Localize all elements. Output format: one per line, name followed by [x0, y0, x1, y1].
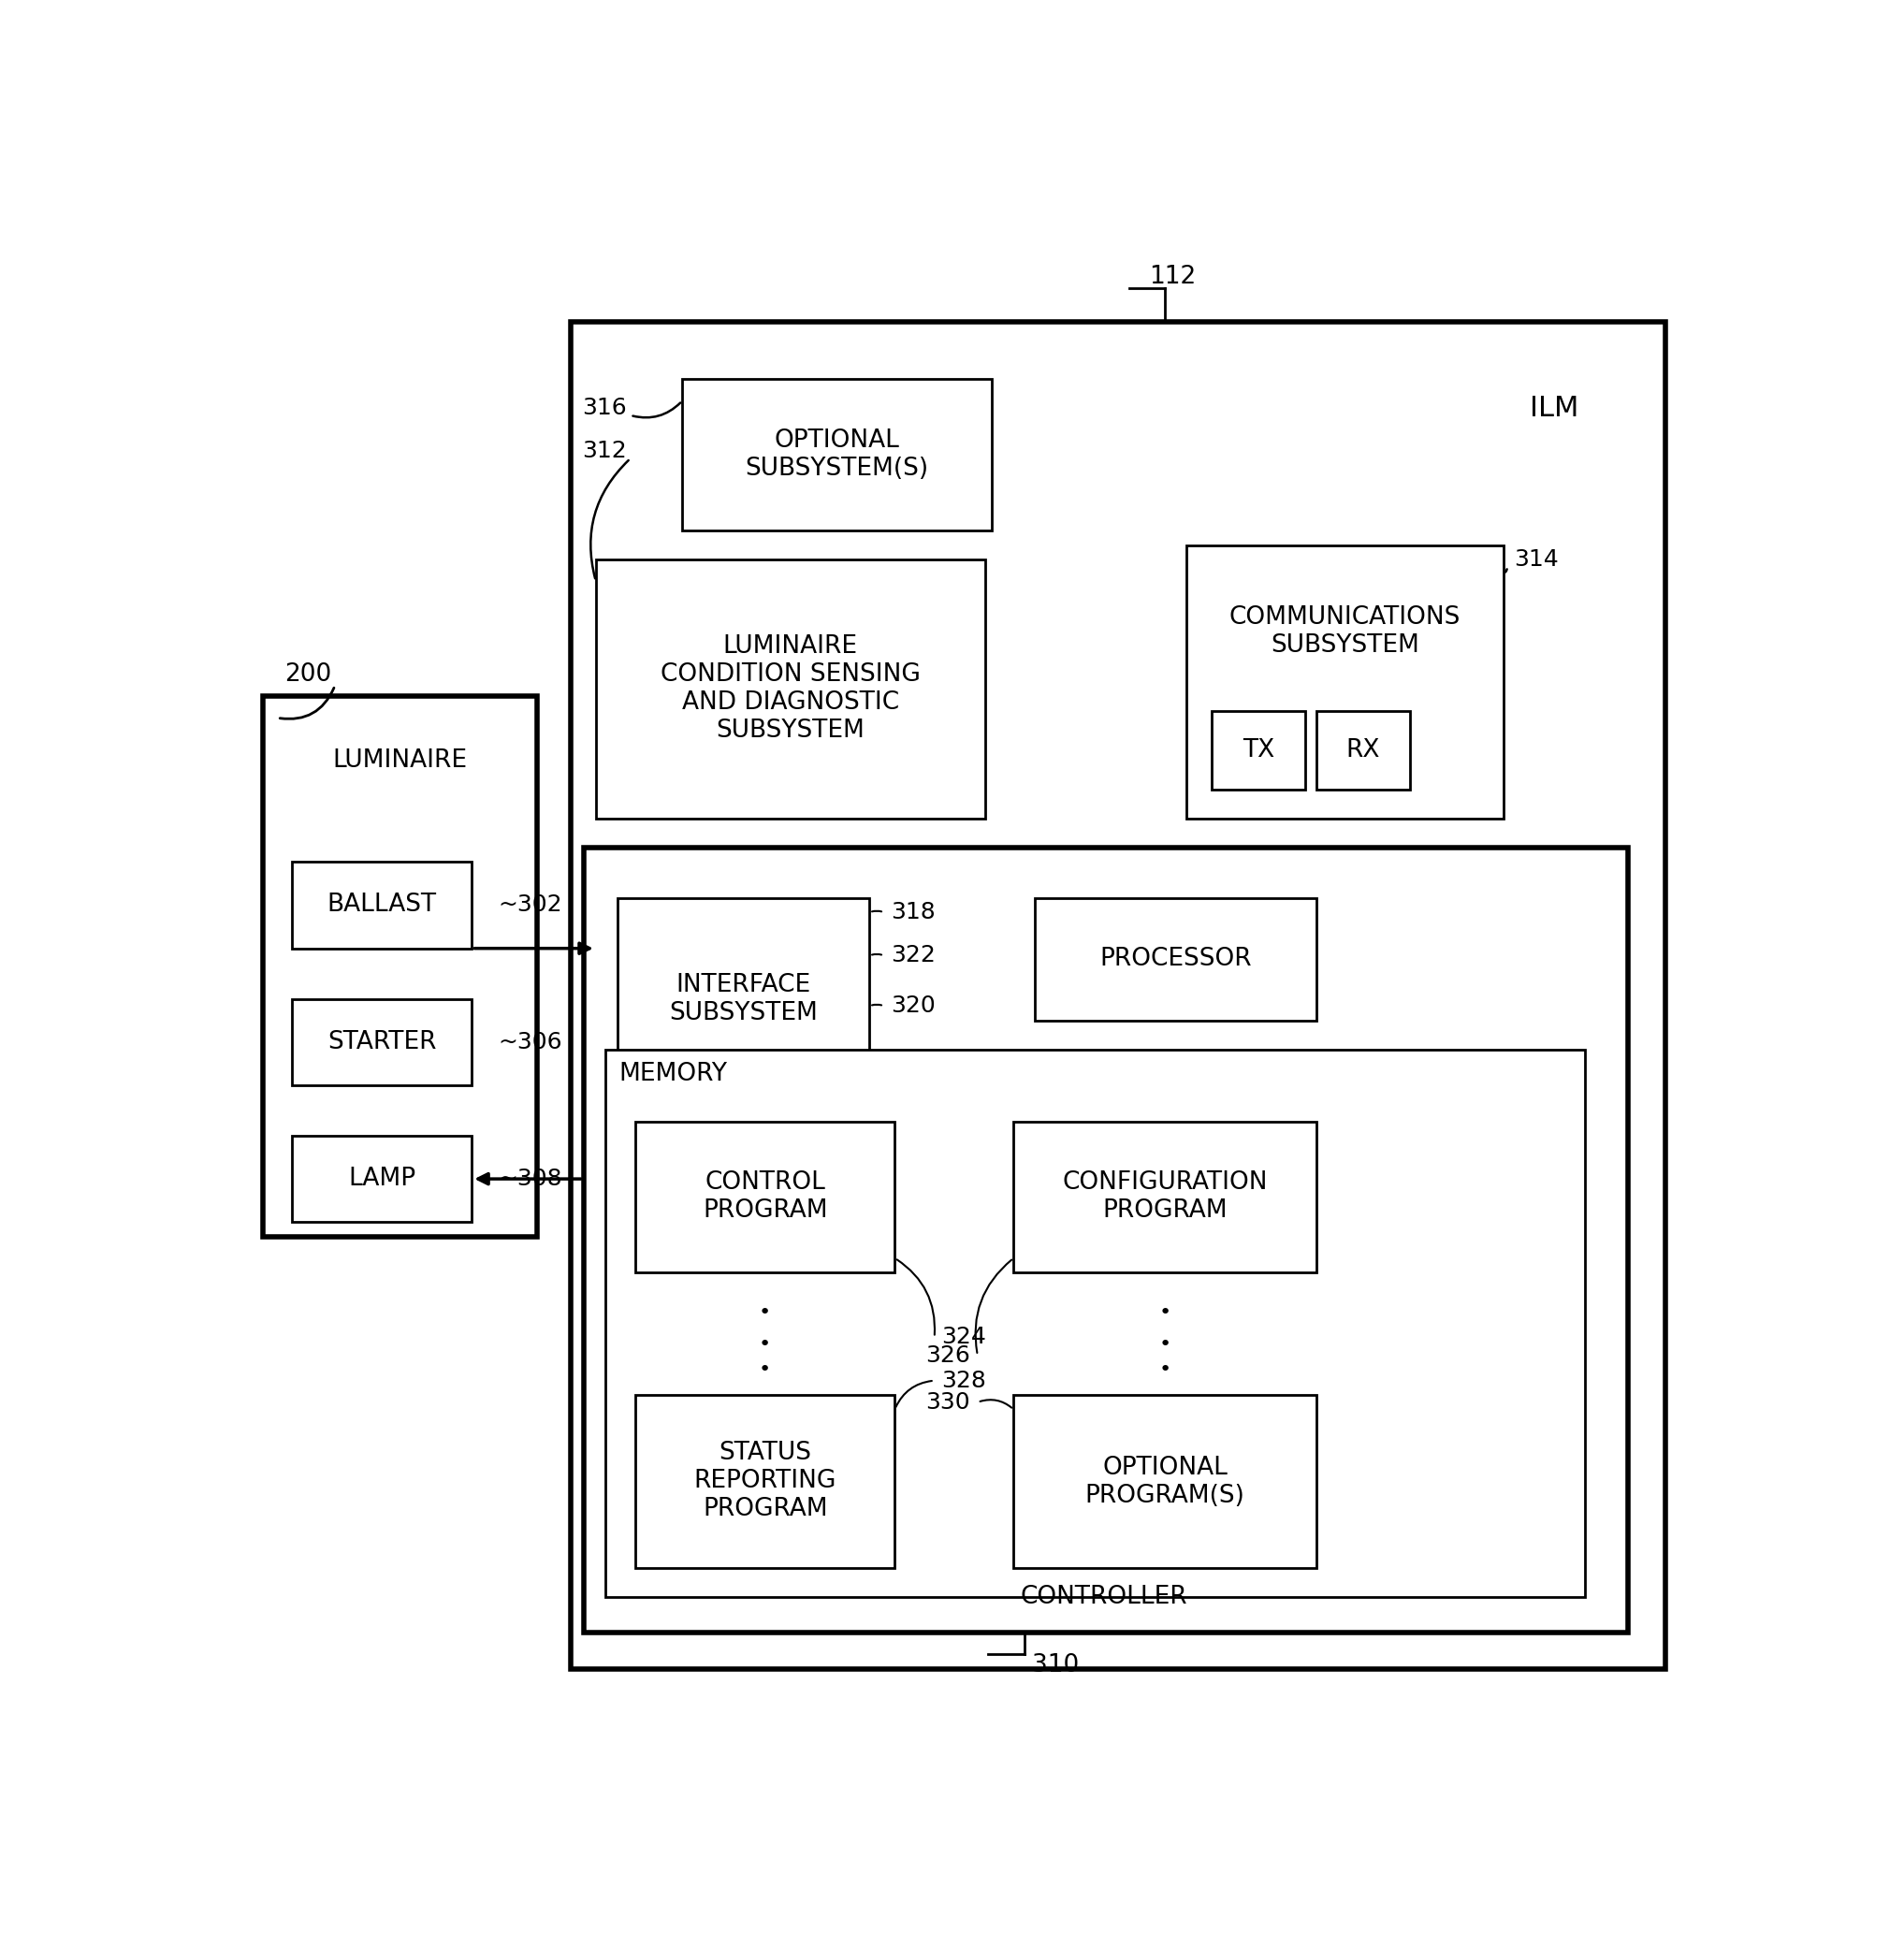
- Text: 314: 314: [1514, 549, 1559, 570]
- Text: 312: 312: [583, 441, 626, 463]
- Bar: [291, 1135, 472, 1223]
- Bar: [291, 1000, 472, 1086]
- Text: ~302: ~302: [499, 894, 564, 917]
- Bar: [682, 380, 992, 531]
- Text: CONTROL
PROGRAM: CONTROL PROGRAM: [703, 1170, 828, 1223]
- Text: 326: 326: [925, 1345, 971, 1366]
- Text: PROCESSOR: PROCESSOR: [1101, 947, 1251, 972]
- Text: LUMINAIRE: LUMINAIRE: [333, 749, 466, 774]
- Bar: [1316, 711, 1409, 790]
- Text: 328: 328: [942, 1370, 986, 1392]
- Text: •: •: [760, 1360, 771, 1380]
- Bar: [291, 862, 472, 949]
- Text: ILM: ILM: [1529, 394, 1578, 421]
- Text: LUMINAIRE
CONDITION SENSING
AND DIAGNOSTIC
SUBSYSTEM: LUMINAIRE CONDITION SENSING AND DIAGNOST…: [661, 635, 920, 743]
- Bar: [596, 559, 984, 819]
- Text: 324: 324: [942, 1327, 986, 1348]
- Bar: [1013, 1121, 1316, 1272]
- Bar: [571, 321, 1666, 1668]
- Text: •: •: [760, 1303, 771, 1321]
- Text: •: •: [760, 1335, 771, 1354]
- Text: RX: RX: [1346, 739, 1380, 762]
- Text: 320: 320: [891, 996, 937, 1017]
- Bar: [1211, 711, 1306, 790]
- Bar: [617, 898, 870, 1100]
- Text: •: •: [1160, 1335, 1171, 1354]
- Bar: [1036, 898, 1316, 1021]
- Text: TX: TX: [1243, 739, 1274, 762]
- Bar: [1186, 545, 1504, 819]
- Bar: [583, 847, 1628, 1633]
- Text: STARTER: STARTER: [327, 1029, 436, 1054]
- Text: ~306: ~306: [499, 1031, 564, 1053]
- Text: CONTROLLER: CONTROLLER: [1021, 1584, 1188, 1609]
- Bar: [263, 696, 537, 1237]
- Bar: [636, 1396, 895, 1568]
- Text: OPTIONAL
PROGRAM(S): OPTIONAL PROGRAM(S): [1085, 1454, 1245, 1507]
- Text: 330: 330: [925, 1392, 971, 1413]
- Bar: [636, 1121, 895, 1272]
- Text: STATUS
REPORTING
PROGRAM: STATUS REPORTING PROGRAM: [693, 1441, 836, 1521]
- Text: CONFIGURATION
PROGRAM: CONFIGURATION PROGRAM: [1062, 1170, 1268, 1223]
- Text: COMMUNICATIONS
SUBSYSTEM: COMMUNICATIONS SUBSYSTEM: [1230, 606, 1460, 659]
- Text: 112: 112: [1148, 265, 1196, 290]
- Text: 318: 318: [891, 902, 937, 923]
- Text: BALLAST: BALLAST: [327, 894, 436, 917]
- Text: LAMP: LAMP: [348, 1166, 415, 1192]
- Text: INTERFACE
SUBSYSTEM: INTERFACE SUBSYSTEM: [668, 972, 819, 1025]
- Text: MEMORY: MEMORY: [619, 1062, 727, 1086]
- Bar: [1013, 1396, 1316, 1568]
- Text: 310: 310: [1032, 1652, 1080, 1678]
- Text: OPTIONAL
SUBSYSTEM(S): OPTIONAL SUBSYSTEM(S): [744, 429, 929, 480]
- Text: 200: 200: [284, 662, 331, 686]
- Text: 316: 316: [583, 396, 626, 419]
- Text: •: •: [1160, 1360, 1171, 1380]
- Bar: [605, 1049, 1584, 1597]
- Text: •: •: [1160, 1303, 1171, 1321]
- Text: 322: 322: [891, 945, 937, 966]
- Text: ~308: ~308: [499, 1168, 564, 1190]
